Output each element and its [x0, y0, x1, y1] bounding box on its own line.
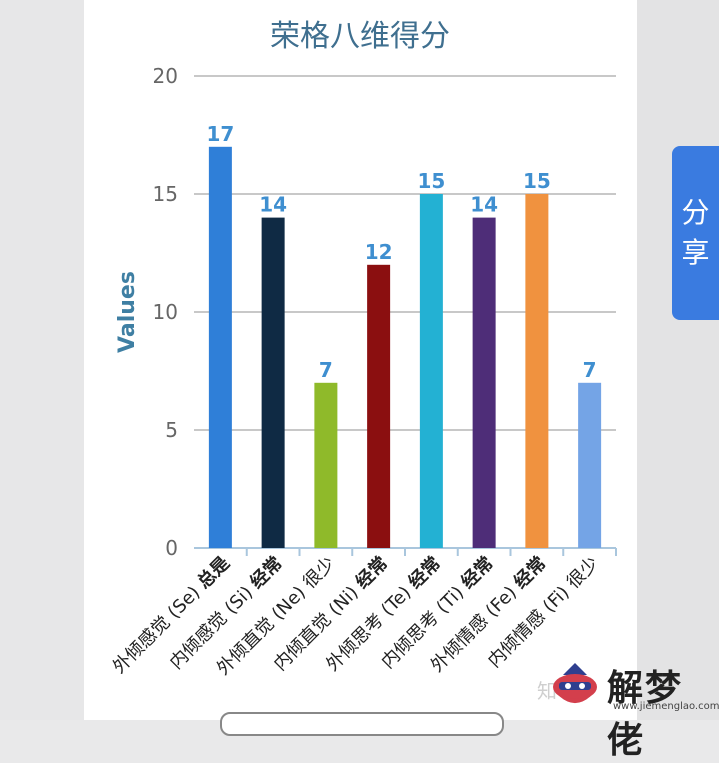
watermark-url: www.jiemenglao.com — [613, 701, 719, 712]
y-axis-label: Values — [115, 271, 140, 353]
y-tick-label: 15 — [153, 182, 178, 206]
bar-value-label: 14 — [470, 193, 498, 217]
bar — [419, 194, 443, 548]
y-tick-label: 0 — [165, 536, 178, 560]
bar-value-label: 15 — [417, 169, 445, 193]
bar-value-label: 12 — [365, 240, 393, 264]
category-name: 外倾感觉 (Se) — [109, 578, 209, 678]
watermark-logo-icon — [553, 663, 597, 703]
y-tick-label: 20 — [153, 64, 178, 88]
background-left — [0, 0, 84, 720]
chart-card: 荣格八维得分 Values 0 5 10 15 20 17 外倾感觉 (Se) 总是 14 内倾感觉… — [84, 0, 637, 720]
bar-value-label: 14 — [259, 193, 287, 217]
y-tick-label: 5 — [165, 418, 178, 442]
category-name: 外倾直觉 (Ne) — [213, 578, 314, 679]
share-label-char-2: 享 — [681, 236, 710, 269]
bottom-bar[interactable] — [220, 712, 504, 736]
share-button[interactable]: 分 享 — [672, 146, 719, 320]
bar — [261, 217, 285, 548]
watermark: 知 解梦佬 www.jiemenglao.com — [535, 655, 719, 761]
bar-value-label: 17 — [206, 122, 234, 146]
bar — [367, 264, 391, 548]
bar-value-label: 15 — [523, 169, 551, 193]
bar-value-label: 7 — [319, 358, 333, 382]
chart-title: 荣格八维得分 — [270, 19, 450, 54]
bar — [208, 146, 232, 549]
bar-value-label: 7 — [583, 358, 597, 382]
y-tick-label: 10 — [153, 300, 178, 324]
background-right — [637, 0, 719, 720]
share-label-char-1: 分 — [681, 196, 710, 229]
bar — [525, 194, 549, 548]
bar — [472, 217, 496, 548]
bar — [578, 382, 602, 548]
bar — [314, 382, 338, 548]
watermark-faint-text: 知 — [537, 679, 557, 703]
